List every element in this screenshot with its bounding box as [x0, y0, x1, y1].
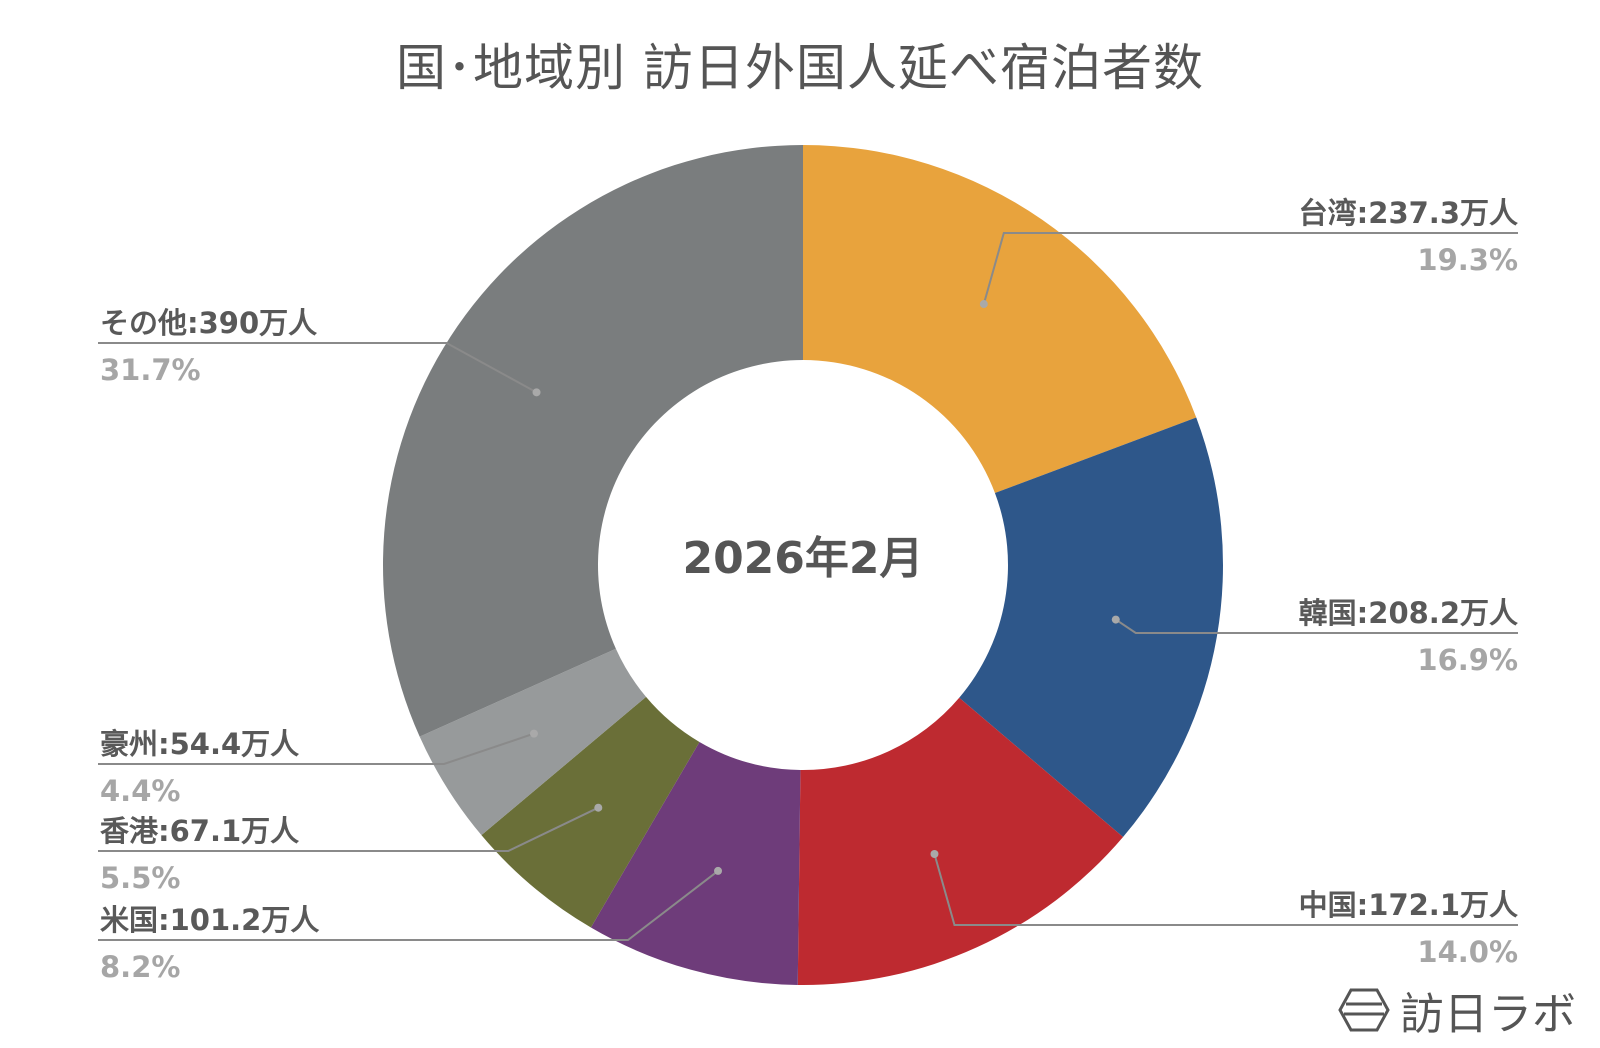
leader-dot-5	[529, 729, 538, 738]
slice-percent-2: 14.0%	[1417, 935, 1518, 969]
slice-3	[590, 741, 801, 985]
slice-label-4: 香港:67.1万人	[100, 814, 299, 848]
leader-dot-6	[532, 388, 541, 397]
leader-line-2	[933, 853, 1518, 926]
hexagon-logo-icon	[1338, 988, 1390, 1032]
slice-0	[803, 145, 1197, 493]
slice-percent-3: 8.2%	[100, 950, 180, 984]
slice-label-0: 台湾:237.3万人	[1299, 196, 1518, 230]
leader-dot-4	[594, 803, 603, 812]
leader-line-5	[98, 732, 535, 765]
slice-label-2: 中国:172.1万人	[1299, 888, 1518, 922]
logo-text: 訪日ラボ	[1400, 989, 1576, 1040]
leader-line-0	[982, 232, 1518, 305]
slice-2	[797, 697, 1124, 985]
leader-line-6	[98, 342, 538, 394]
slice-label-3: 米国:101.2万人	[100, 903, 319, 937]
slice-label-6: その他:390万人	[100, 306, 317, 340]
logo: 訪日ラボ	[1338, 980, 1588, 1040]
leader-line-4	[98, 806, 599, 852]
slice-6	[382, 145, 803, 737]
slice-percent-1: 16.9%	[1417, 643, 1518, 677]
slice-1	[959, 417, 1223, 837]
leader-line-1	[1115, 618, 1518, 634]
slice-label-5: 豪州:54.4万人	[100, 727, 299, 761]
chart-title: 国･地域別 訪日外国人延べ宿泊者数	[396, 39, 1204, 97]
leader-dot-0	[979, 300, 988, 309]
slice-percent-0: 19.3%	[1417, 243, 1518, 277]
slice-5	[419, 648, 647, 836]
slice-percent-6: 31.7%	[100, 353, 201, 387]
leader-dot-2	[930, 849, 939, 858]
slice-percent-4: 5.5%	[100, 861, 180, 895]
slice-label-1: 韓国:208.2万人	[1299, 596, 1518, 630]
leader-dot-3	[714, 866, 723, 875]
leader-dot-1	[1111, 615, 1120, 624]
center-label: 2026年2月	[682, 533, 923, 584]
slice-percent-5: 4.4%	[100, 774, 180, 808]
leader-line-3	[98, 870, 719, 941]
